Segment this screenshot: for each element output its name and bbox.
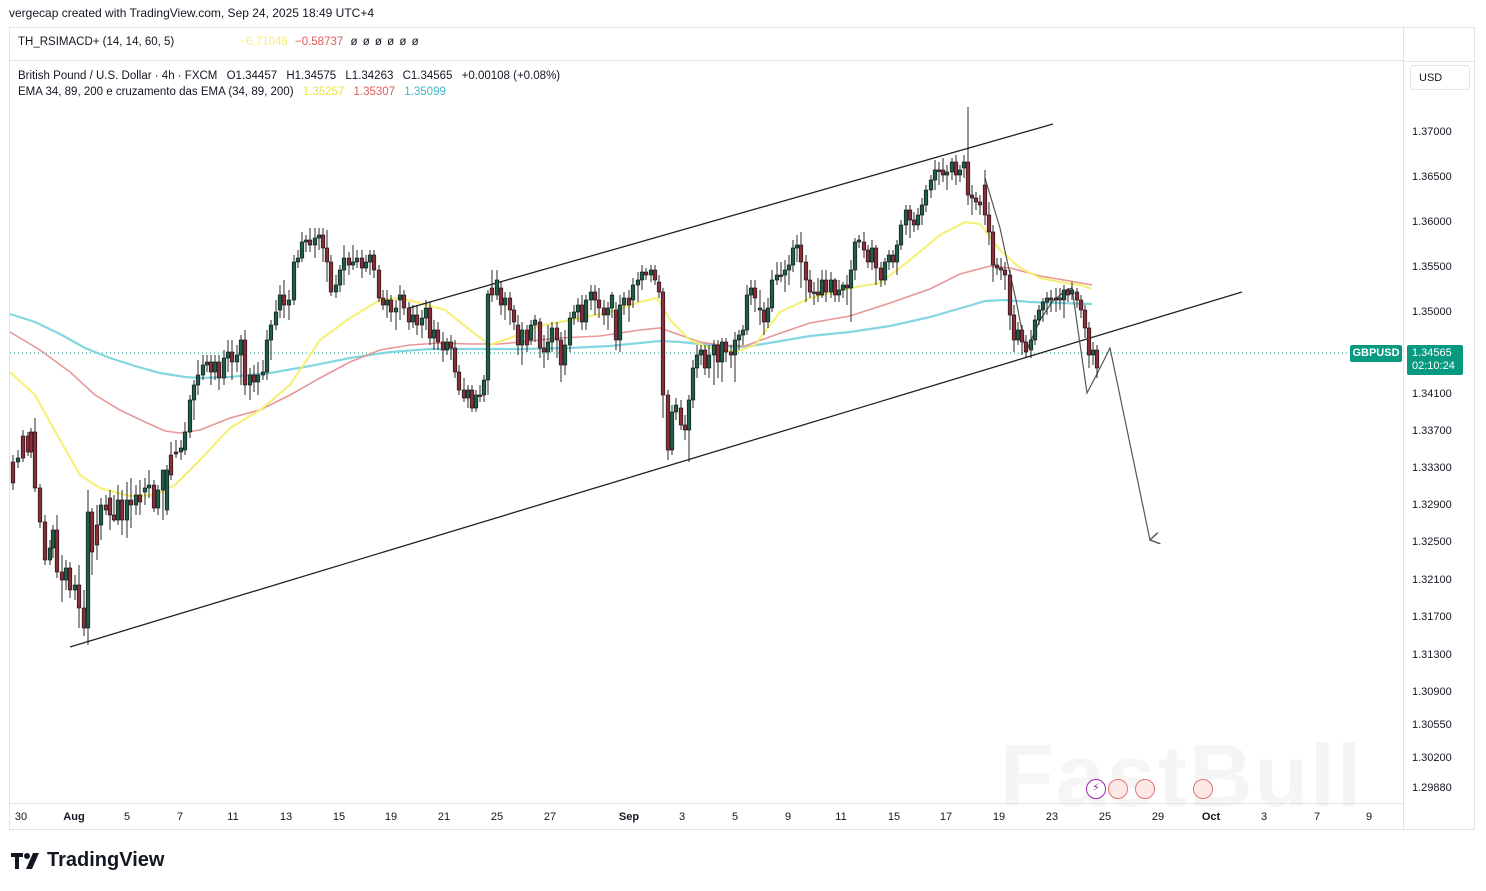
price-tick: 1.30550	[1412, 719, 1452, 731]
price-tick: 1.29880	[1412, 782, 1452, 794]
time-tick: 9	[1365, 811, 1373, 823]
time-tick: 19	[384, 811, 398, 823]
ohlc-change: +0.00108 (+0.08%)	[461, 70, 561, 82]
time-tick: 25	[490, 811, 504, 823]
price-tick: 1.35500	[1412, 261, 1452, 273]
time-tick: 29	[1151, 811, 1165, 823]
ema-89-line	[10, 265, 1093, 434]
indicator-legend[interactable]: TH_RSIMACD+ (14, 14, 60, 5) −6.71046 −0.…	[18, 36, 424, 48]
ema-200-value: 1.35099	[404, 86, 446, 98]
time-tick: 19	[992, 811, 1006, 823]
time-axis[interactable]: 30 Aug 5 7 11 13 15 19 21 25 27 Sep 3 5 9 11 15 17 19 23 25 2…	[9, 803, 1403, 830]
price-tick: 1.34100	[1412, 388, 1452, 400]
time-tick: 30	[14, 811, 28, 823]
ema-200-line	[10, 298, 1093, 380]
price-tick: 1.33300	[1412, 462, 1452, 474]
symbol-legend: British Pound / U.S. Dollar · 4h · FXCM …	[18, 68, 562, 84]
time-tick: 13	[279, 811, 293, 823]
last-price: 1.34565	[1412, 347, 1452, 359]
event-flash-icon[interactable]: ⚡	[1086, 779, 1106, 799]
price-axis-top	[1404, 27, 1475, 62]
channel-lower-line[interactable]	[69, 291, 1243, 648]
indicator-value-2: −0.58737	[294, 36, 344, 48]
time-tick: 11	[835, 811, 847, 823]
tradingview-logo[interactable]: TradingView	[11, 849, 164, 872]
price-tick: 1.35000	[1412, 306, 1452, 318]
ema-34-value: 1.35257	[302, 86, 345, 98]
candles	[10, 107, 1100, 645]
ema-label: EMA 34, 89, 200 e cruzamento das EMA (34…	[18, 86, 294, 98]
time-tick: 7	[1313, 811, 1321, 823]
time-tick: Aug	[63, 811, 85, 823]
price-tick: 1.31700	[1412, 611, 1452, 623]
time-tick: Sep	[618, 811, 640, 823]
indicator-name: TH_RSIMACD+ (14, 14, 60, 5)	[18, 36, 175, 48]
time-tick: 11	[227, 811, 239, 823]
price-tick: 1.32100	[1412, 574, 1452, 586]
indicator-value-3: ø ø ø ø ø ø	[350, 36, 420, 48]
time-tick: 5	[123, 811, 131, 823]
time-tick: 21	[437, 811, 451, 823]
ohlc-high: H1.34575	[286, 70, 337, 82]
event-us-flag-icon[interactable]	[1193, 779, 1213, 799]
ema-89-value: 1.35307	[353, 86, 396, 98]
last-price-badge: 1.34565 02:10:24	[1407, 345, 1463, 375]
zigzag-drawing[interactable]	[984, 177, 1150, 540]
time-tick: 7	[176, 811, 184, 823]
currency-selector[interactable]: USD	[1410, 65, 1470, 90]
ema-legend: EMA 34, 89, 200 e cruzamento das EMA (34…	[18, 84, 562, 100]
price-tick: 1.36500	[1412, 171, 1452, 183]
time-tick: 23	[1045, 811, 1059, 823]
indicator-pane: TH_RSIMACD+ (14, 14, 60, 5) −6.71046 −0.…	[9, 27, 1403, 61]
watermark: FastBull	[1000, 726, 1364, 825]
chart-frame	[9, 27, 1475, 830]
time-tick: 3	[678, 811, 686, 823]
time-tick: 5	[731, 811, 739, 823]
time-tick: Oct	[1201, 811, 1221, 823]
ohlc-close: C1.34565	[402, 70, 453, 82]
price-tick: 1.36000	[1412, 216, 1452, 228]
price-chart[interactable]	[0, 0, 1403, 803]
price-tick: 1.37000	[1412, 126, 1452, 138]
time-tick: 9	[784, 811, 792, 823]
price-tick: 1.30900	[1412, 686, 1452, 698]
chart-credit: vergecap created with TradingView.com, S…	[9, 6, 374, 20]
symbol-badge: GBPUSD	[1350, 345, 1402, 362]
time-tick: 15	[887, 811, 901, 823]
price-tick: 1.31300	[1412, 649, 1452, 661]
price-axis[interactable]: USD 1.37000 1.36500 1.36000 1.35500 1.35000 1…	[1403, 27, 1475, 830]
time-tick: 15	[332, 811, 346, 823]
symbol-title: British Pound / U.S. Dollar · 4h · FXCM	[18, 70, 218, 82]
price-tick: 1.33700	[1412, 425, 1452, 437]
time-tick: 3	[1260, 811, 1268, 823]
indicator-value-1: −6.71046	[239, 36, 288, 48]
price-tick: 1.32900	[1412, 499, 1452, 511]
ohlc-open: O1.34457	[226, 70, 278, 82]
event-us-flag-icon[interactable]	[1108, 779, 1128, 799]
time-tick: 17	[939, 811, 953, 823]
price-tick: 1.30200	[1412, 752, 1452, 764]
chart-legend[interactable]: British Pound / U.S. Dollar · 4h · FXCM …	[18, 68, 562, 100]
time-tick: 25	[1098, 811, 1112, 823]
price-tick: 1.32500	[1412, 536, 1452, 548]
tradingview-logo-text: TradingView	[47, 849, 165, 871]
ohlc-low: L1.34263	[345, 70, 394, 82]
time-tick: 27	[543, 811, 557, 823]
channel-upper-line[interactable]	[408, 123, 1054, 309]
bar-countdown: 02:10:24	[1412, 360, 1455, 372]
tradingview-logo-icon	[11, 852, 39, 869]
event-us-flag-icon[interactable]	[1135, 779, 1155, 799]
